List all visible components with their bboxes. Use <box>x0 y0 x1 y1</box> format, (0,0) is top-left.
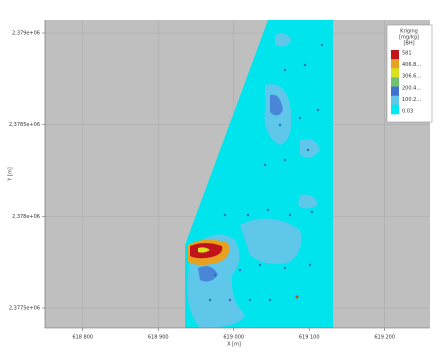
colorbar-segment <box>391 77 399 87</box>
legend-items: Kriging[mg/kg][BH] 581 406.8... 306.6... 200… <box>391 29 421 115</box>
contour-low <box>275 33 292 47</box>
x-tick-label: 619 100 <box>299 335 320 341</box>
y-tick-label: 2,3785e+06 <box>9 122 40 128</box>
contour-mid <box>198 266 218 282</box>
colorbar-segment <box>391 59 399 69</box>
x-tick-label: 618 900 <box>148 335 169 341</box>
contour-low <box>300 138 320 158</box>
legend-label: 581 <box>402 51 412 57</box>
legend-label: 200.4... <box>402 85 421 91</box>
colorbar-segment <box>391 50 399 60</box>
colorbar-segment <box>391 68 399 78</box>
y-axis-label: Y [m] <box>8 167 14 181</box>
legend-label: 406.8... <box>402 62 421 68</box>
contour-peak-core <box>198 247 210 253</box>
contour-low <box>240 218 302 264</box>
sample-points <box>208 43 324 302</box>
legend-label: 0.03 <box>402 109 413 115</box>
colorbar-segment <box>391 95 399 106</box>
y-tick-label: 2,3775e+06 <box>9 306 40 312</box>
y-tick-label: 2,378e+06 <box>12 214 40 220</box>
contours <box>187 33 320 328</box>
x-tick-label: 619 200 <box>374 335 395 341</box>
legend-label: 100.2... <box>402 97 421 103</box>
contour-mid <box>270 94 283 116</box>
contour-low <box>298 194 318 209</box>
x-tick-label: 618 800 <box>72 335 93 341</box>
y-tick-label: 2,379e+06 <box>12 31 40 37</box>
colorbar-segment <box>391 104 399 115</box>
legend-title: Kriging <box>400 29 418 35</box>
legend-title: [mg/kg] <box>399 35 419 41</box>
x-tick-label: 619 000 <box>223 335 244 341</box>
legend-label: 306.6... <box>402 74 421 80</box>
legend-title: [BH] <box>403 41 414 47</box>
colorbar-segment <box>391 86 399 97</box>
x-axis-label: X [m] <box>227 342 241 348</box>
